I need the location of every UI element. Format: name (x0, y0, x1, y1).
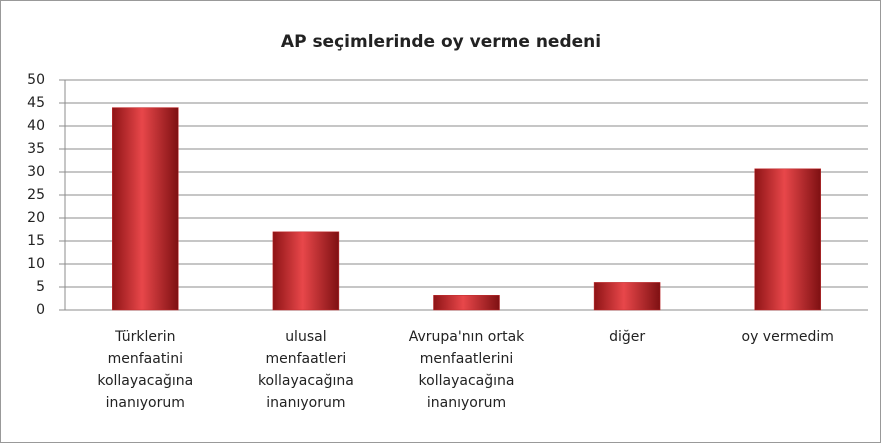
bar (593, 282, 661, 311)
y-tick-label: 5 (36, 279, 45, 295)
x-tick-label: ulusal menfaatleri kollayacağına inanıyo… (257, 329, 354, 411)
y-tick-label: 45 (27, 95, 45, 111)
y-tick-label: 10 (27, 256, 45, 272)
bar (754, 168, 821, 311)
y-tick-label: 0 (36, 302, 45, 318)
y-tick-label: 15 (27, 233, 45, 249)
chart-title: AP seçimlerinde oy verme nedeni (281, 32, 601, 52)
y-tick-label: 30 (27, 164, 45, 180)
y-tick-label: 40 (27, 118, 45, 134)
x-tick-label: oy vermedim (741, 329, 834, 345)
x-tick-label: diğer (609, 329, 646, 345)
y-tick-label: 20 (27, 210, 45, 226)
y-tick-label: 25 (27, 187, 45, 203)
bar (272, 231, 340, 311)
x-tick-label: Avrupa'nın ortak menfaatlerini kollayaca… (408, 329, 525, 411)
bar (433, 295, 500, 311)
x-tick-label: Türklerin menfaatini kollayacağına inanı… (97, 329, 194, 411)
y-tick-label: 35 (27, 141, 45, 157)
y-tick-label: 50 (27, 72, 45, 88)
bar (112, 107, 179, 311)
